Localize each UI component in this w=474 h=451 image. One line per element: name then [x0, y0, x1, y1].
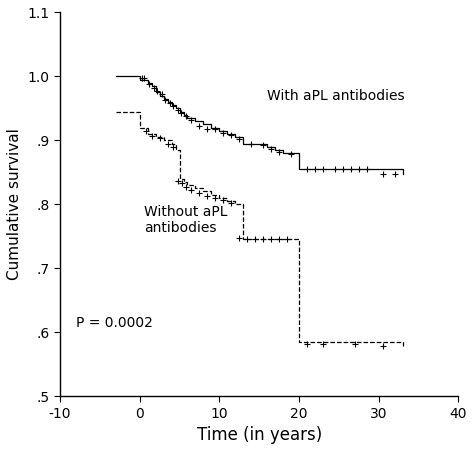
Y-axis label: Cumulative survival: Cumulative survival — [7, 129, 22, 280]
Text: Without aPL
antibodies: Without aPL antibodies — [144, 205, 227, 235]
X-axis label: Time (in years): Time (in years) — [197, 426, 322, 444]
Text: With aPL antibodies: With aPL antibodies — [267, 88, 405, 102]
Text: P = 0.0002: P = 0.0002 — [76, 316, 153, 330]
